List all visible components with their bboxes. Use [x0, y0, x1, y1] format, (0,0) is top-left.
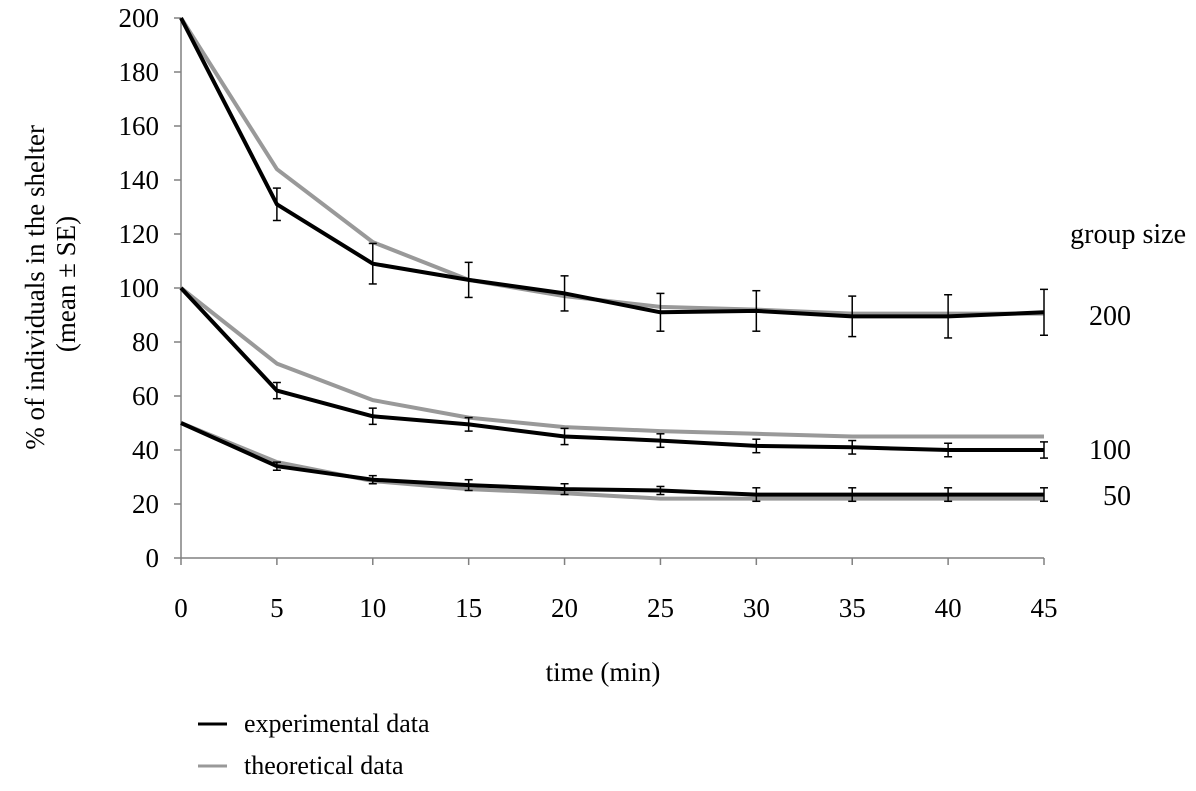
error-bars-group — [272, 187, 1048, 503]
y-tick-label: 80 — [132, 327, 159, 357]
x-tick-label: 40 — [935, 593, 962, 623]
theoretical-line-group-50 — [180, 421, 1044, 501]
experimental-series-group — [179, 17, 1045, 497]
axes — [174, 17, 1045, 565]
y-tick-label: 180 — [119, 57, 160, 87]
y-axis-title-line-2: (mean ± SE) — [51, 216, 81, 352]
theoretical-line-group-200 — [179, 16, 1044, 316]
x-tick-label: 45 — [1031, 593, 1058, 623]
y-tick-label: 60 — [132, 381, 159, 411]
experimental-line-group-100 — [179, 286, 1044, 452]
legend: experimental data theoretical data — [198, 709, 430, 780]
y-tick-label: 0 — [146, 543, 160, 573]
x-tick-label: 10 — [359, 593, 386, 623]
group-size-label-100: 100 — [1089, 435, 1131, 466]
y-axis-title: % of individuals in the shelter (mean ± … — [20, 118, 81, 449]
tick-labels-group: 0 20 40 60 80 100 120 140 160 180 200 0 5 10 15 20 25 30 3… — [119, 3, 1058, 623]
y-tick-label: 40 — [132, 435, 159, 465]
x-tick-label: 20 — [551, 593, 578, 623]
y-tick-label: 120 — [119, 219, 160, 249]
group-size-title: group size — [1070, 219, 1186, 250]
x-axis-title: time (min) — [546, 657, 661, 687]
x-tick-label: 0 — [174, 593, 188, 623]
experimental-line-group-50 — [180, 421, 1044, 497]
group-labels: 200 100 50 — [1089, 301, 1131, 512]
y-tick-label: 160 — [119, 111, 160, 141]
theoretical-line-group-100 — [179, 286, 1044, 439]
legend-label-theoretical: theoretical data — [244, 751, 404, 780]
y-tick-label: 100 — [119, 273, 160, 303]
x-tick-label: 5 — [270, 593, 284, 623]
x-tick-label: 15 — [455, 593, 482, 623]
x-tick-label: 30 — [743, 593, 770, 623]
y-tick-label: 20 — [132, 489, 159, 519]
y-tick-label: 200 — [119, 3, 160, 33]
x-tick-label: 35 — [839, 593, 866, 623]
theoretical-series-group — [179, 16, 1045, 501]
group-size-label-200: 200 — [1089, 301, 1131, 332]
y-axis-title-line-1: % of individuals in the shelter — [20, 125, 50, 450]
x-tick-label: 25 — [647, 593, 674, 623]
y-tick-label: 140 — [119, 165, 160, 195]
legend-label-experimental: experimental data — [244, 709, 430, 738]
group-size-label-50: 50 — [1103, 481, 1131, 512]
experimental-line-group-200 — [179, 17, 1045, 319]
